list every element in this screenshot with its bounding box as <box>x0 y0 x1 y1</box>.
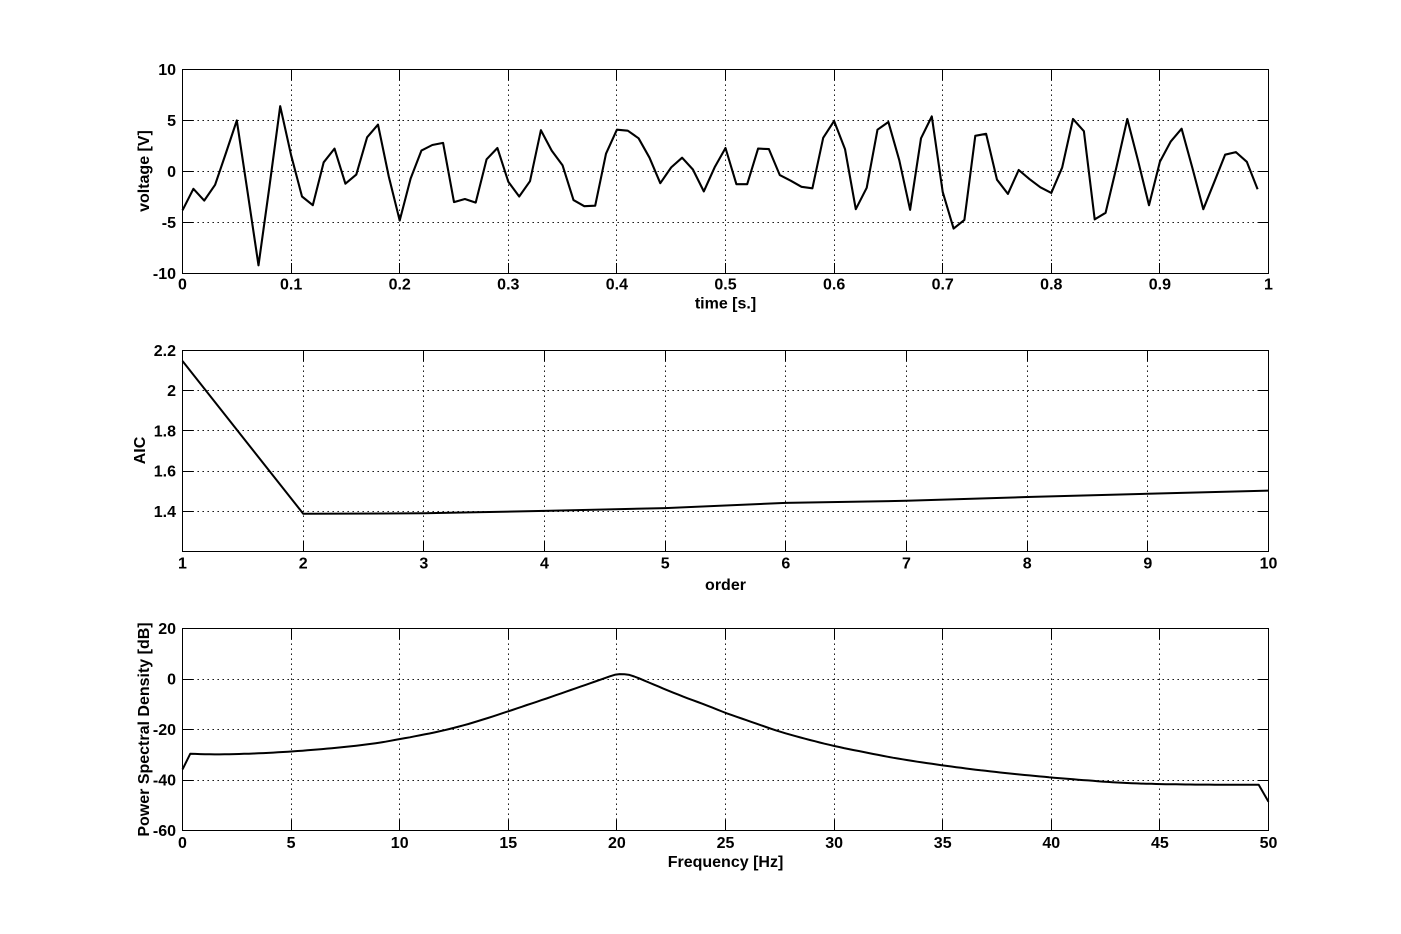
svg-text:-10: -10 <box>153 266 176 283</box>
svg-text:35: 35 <box>934 835 952 852</box>
svg-text:-20: -20 <box>153 722 176 739</box>
svg-text:5: 5 <box>661 556 670 573</box>
svg-text:1.6: 1.6 <box>154 464 176 481</box>
svg-text:20: 20 <box>608 835 626 852</box>
svg-text:0: 0 <box>178 835 187 852</box>
svg-text:45: 45 <box>1151 835 1169 852</box>
svg-text:9: 9 <box>1143 556 1152 573</box>
svg-text:0.5: 0.5 <box>714 277 736 294</box>
svg-text:Power Spectral Density [dB]: Power Spectral Density [dB] <box>136 622 153 836</box>
svg-text:0.1: 0.1 <box>280 277 302 294</box>
svg-text:0.2: 0.2 <box>389 277 411 294</box>
svg-text:-60: -60 <box>153 823 176 840</box>
svg-text:time [s.]: time [s.] <box>695 296 756 313</box>
svg-text:6: 6 <box>781 556 790 573</box>
svg-text:1: 1 <box>178 556 187 573</box>
svg-text:20: 20 <box>158 621 176 638</box>
svg-text:1.4: 1.4 <box>154 504 176 521</box>
svg-text:0: 0 <box>167 164 176 181</box>
svg-text:2.2: 2.2 <box>154 343 176 360</box>
svg-text:2: 2 <box>167 383 176 400</box>
svg-text:4: 4 <box>540 556 549 573</box>
svg-text:10: 10 <box>1260 556 1278 573</box>
svg-text:voltage [V]: voltage [V] <box>136 130 153 212</box>
svg-text:5: 5 <box>287 835 296 852</box>
svg-text:0.6: 0.6 <box>823 277 845 294</box>
svg-text:order: order <box>705 577 746 594</box>
svg-text:-40: -40 <box>153 773 176 790</box>
svg-text:1.8: 1.8 <box>154 423 176 440</box>
svg-text:Frequency [Hz]: Frequency [Hz] <box>668 854 784 871</box>
svg-text:AIC: AIC <box>132 436 149 464</box>
svg-text:8: 8 <box>1023 556 1032 573</box>
svg-text:-5: -5 <box>162 215 176 232</box>
svg-text:7: 7 <box>902 556 911 573</box>
svg-text:0.7: 0.7 <box>932 277 954 294</box>
svg-text:30: 30 <box>825 835 843 852</box>
svg-text:1: 1 <box>1264 277 1273 294</box>
svg-text:10: 10 <box>391 835 409 852</box>
svg-text:0.4: 0.4 <box>606 277 628 294</box>
svg-text:5: 5 <box>167 113 176 130</box>
svg-text:2: 2 <box>299 556 308 573</box>
svg-text:40: 40 <box>1042 835 1060 852</box>
svg-text:25: 25 <box>717 835 735 852</box>
svg-text:0: 0 <box>178 277 187 294</box>
svg-text:15: 15 <box>499 835 517 852</box>
svg-text:0: 0 <box>167 672 176 689</box>
svg-text:3: 3 <box>419 556 428 573</box>
svg-text:0.8: 0.8 <box>1040 277 1062 294</box>
svg-text:10: 10 <box>158 62 176 79</box>
svg-text:0.9: 0.9 <box>1149 277 1171 294</box>
svg-text:50: 50 <box>1260 835 1278 852</box>
svg-text:0.3: 0.3 <box>497 277 519 294</box>
